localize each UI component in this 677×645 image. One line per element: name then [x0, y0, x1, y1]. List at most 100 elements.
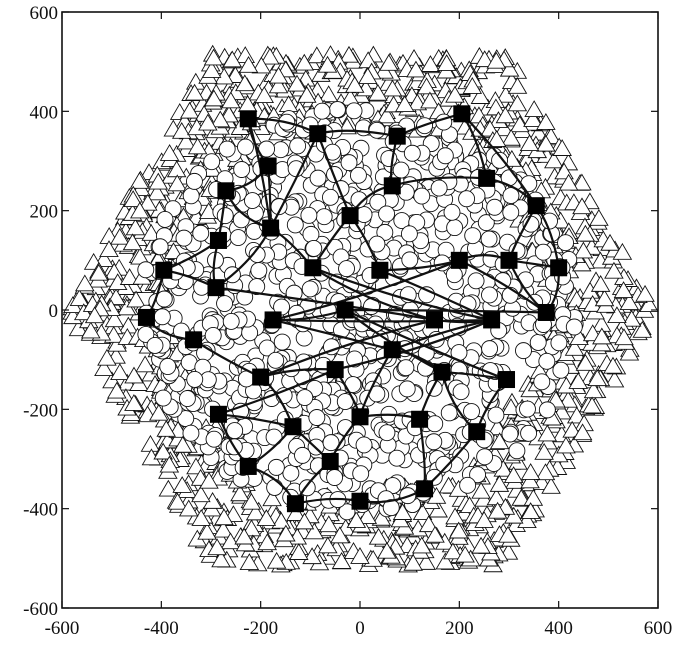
- square-marker: [388, 127, 406, 145]
- triangle-marker: [535, 463, 556, 481]
- circle-marker: [520, 175, 538, 193]
- square-marker: [351, 408, 369, 426]
- triangle-marker: [376, 106, 397, 124]
- triangle-marker: [99, 240, 119, 257]
- square-marker: [416, 480, 434, 498]
- x-tick-label: 600: [644, 618, 673, 639]
- circle-marker: [458, 190, 476, 208]
- square-marker: [450, 251, 468, 269]
- triangle-marker: [462, 77, 483, 94]
- triangle-marker: [357, 507, 378, 524]
- triangle-marker: [573, 241, 594, 259]
- circle-marker: [477, 214, 495, 232]
- triangle-marker: [519, 134, 540, 152]
- triangle-marker: [614, 328, 634, 346]
- triangle-marker: [520, 471, 540, 489]
- triangle-marker: [428, 500, 449, 518]
- circle-marker: [502, 187, 520, 205]
- x-tick-label: 200: [445, 618, 474, 639]
- circle-marker: [459, 476, 477, 494]
- circle-marker: [309, 169, 327, 187]
- circle-marker: [388, 449, 406, 467]
- triangle-marker: [122, 233, 143, 251]
- triangle-marker: [198, 113, 218, 131]
- triangle-marker: [276, 524, 296, 542]
- circle-marker: [178, 390, 196, 407]
- square-marker: [550, 259, 568, 277]
- triangle-marker: [536, 134, 556, 152]
- triangle-marker: [575, 224, 596, 242]
- triangle-marker: [307, 46, 327, 64]
- triangle-marker: [191, 485, 211, 503]
- square-marker: [264, 311, 282, 329]
- circle-marker: [436, 147, 454, 165]
- square-marker: [426, 311, 443, 329]
- circle-marker: [430, 179, 448, 197]
- circle-marker: [286, 216, 304, 234]
- cluster-link: [312, 266, 492, 322]
- circle-marker: [265, 428, 283, 446]
- triangle-marker: [119, 268, 140, 285]
- triangle-marker: [448, 521, 469, 539]
- triangle-marker: [494, 119, 514, 137]
- triangle-marker: [528, 123, 549, 141]
- circle-marker: [308, 409, 326, 426]
- circle-marker: [445, 266, 463, 284]
- cluster-link: [272, 318, 393, 351]
- circle-marker: [216, 295, 234, 312]
- triangle-marker: [619, 293, 640, 311]
- triangle-marker: [221, 91, 241, 109]
- circle-marker: [469, 466, 487, 484]
- triangle-marker: [445, 85, 465, 103]
- square-marker: [207, 279, 225, 297]
- circle-marker: [237, 138, 254, 156]
- circle-marker: [501, 425, 519, 443]
- square-marker: [326, 361, 344, 379]
- y-tick-label: 0: [49, 301, 59, 322]
- circle-marker: [480, 230, 498, 248]
- cluster-link: [334, 318, 493, 371]
- triangle-marker: [621, 309, 642, 327]
- circle-marker: [435, 455, 453, 473]
- square-marker: [252, 368, 270, 386]
- triangle-marker: [425, 525, 445, 543]
- triangle-marker: [234, 527, 254, 545]
- square-marker: [284, 418, 302, 436]
- circle-marker: [233, 161, 251, 178]
- circle-marker: [313, 102, 331, 120]
- square-marker: [478, 169, 496, 187]
- triangle-marker: [319, 515, 339, 533]
- circle-marker: [229, 229, 247, 247]
- circle-marker: [218, 140, 236, 158]
- triangle-marker: [507, 76, 528, 94]
- circle-marker: [346, 350, 364, 368]
- triangle-marker: [416, 77, 437, 95]
- cluster-link: [269, 133, 319, 229]
- circle-marker: [266, 479, 284, 496]
- circle-marker: [443, 203, 461, 221]
- circle-marker: [146, 337, 164, 354]
- circle-marker: [267, 458, 285, 476]
- circle-marker: [272, 141, 290, 159]
- circle-marker: [349, 166, 367, 184]
- square-marker: [433, 363, 451, 381]
- triangle-marker: [126, 290, 146, 308]
- triangle-marker: [377, 541, 397, 559]
- triangle-marker: [288, 543, 309, 560]
- triangle-marker: [330, 526, 350, 544]
- square-marker: [217, 182, 235, 200]
- circle-marker: [232, 211, 250, 229]
- triangle-marker: [556, 436, 576, 454]
- triangle-marker: [94, 359, 114, 376]
- circle-marker: [345, 102, 363, 120]
- triangle-marker: [403, 553, 423, 571]
- circle-marker: [222, 312, 240, 330]
- circle-marker: [476, 448, 494, 466]
- circle-marker: [392, 161, 410, 179]
- cluster-link: [312, 266, 435, 321]
- triangle-marker: [124, 394, 144, 411]
- triangle-marker: [211, 550, 231, 568]
- triangle-marker: [495, 106, 516, 124]
- triangle-marker: [619, 343, 640, 361]
